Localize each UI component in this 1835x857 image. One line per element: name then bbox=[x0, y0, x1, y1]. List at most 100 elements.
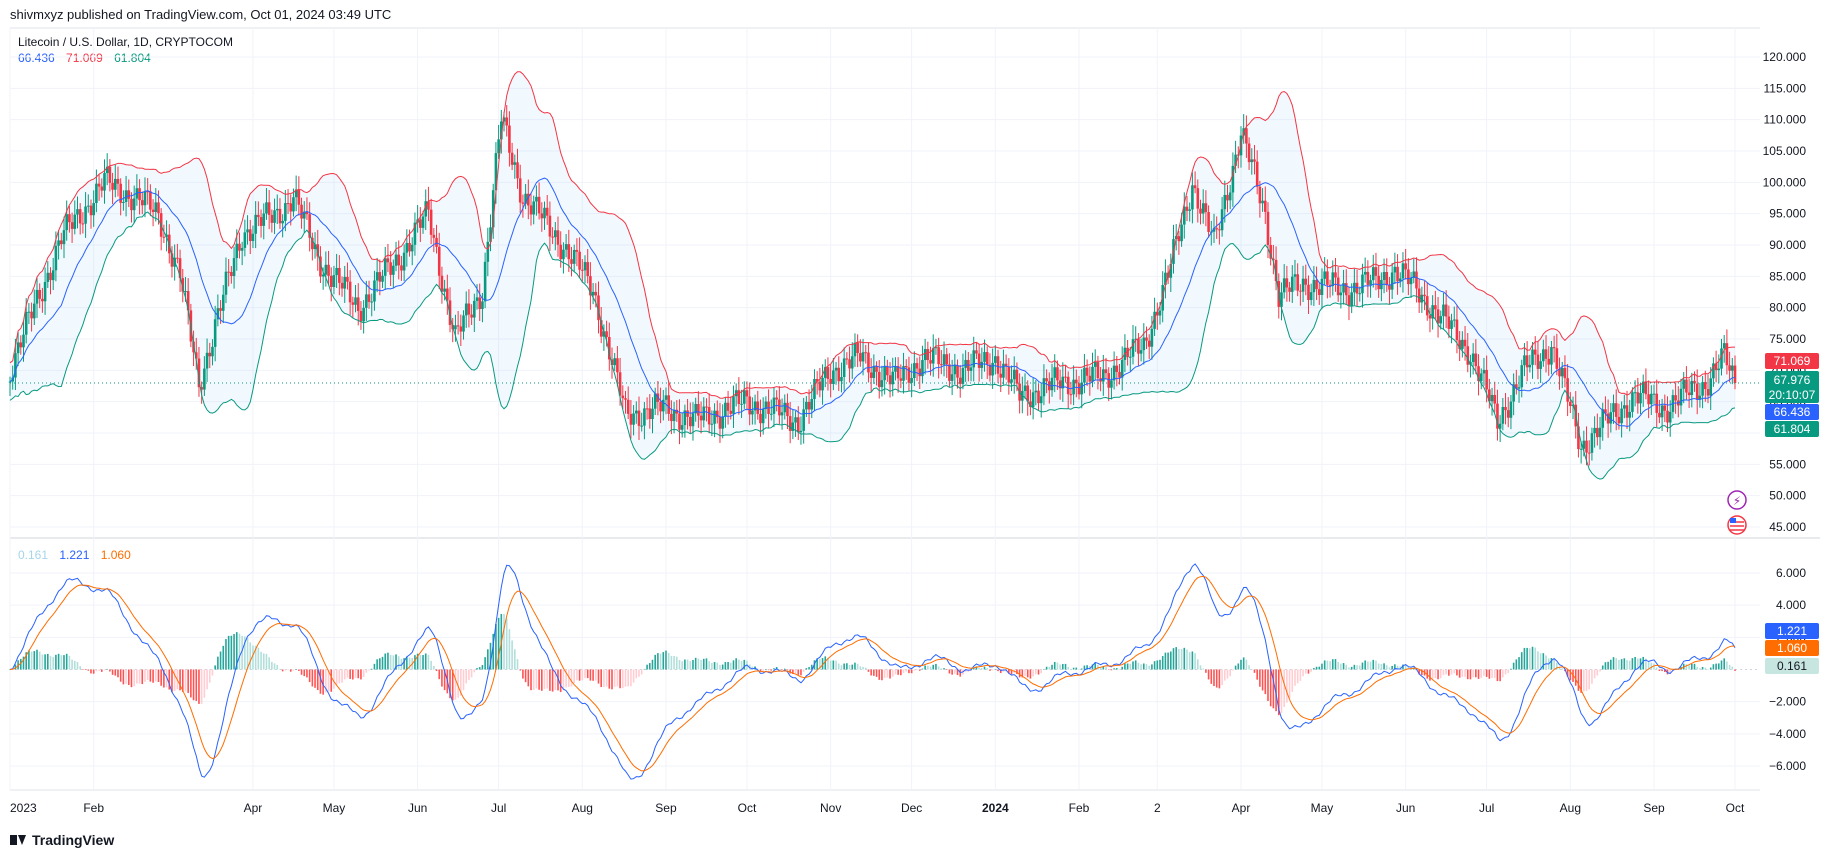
macd-hist-bar bbox=[608, 669, 611, 689]
candle-body bbox=[715, 410, 719, 418]
candle-body bbox=[116, 178, 120, 184]
candle-body bbox=[1042, 378, 1046, 397]
time-tick-label: 2023 bbox=[10, 801, 37, 815]
macd-hist-bar bbox=[913, 669, 916, 671]
candle-body bbox=[378, 272, 382, 282]
macd-hist-bar bbox=[1140, 664, 1142, 670]
candle-body bbox=[1390, 272, 1394, 290]
candle-body bbox=[267, 202, 271, 215]
candle-body bbox=[570, 259, 573, 264]
price-axis[interactable]: 120.000 115.000 110.000 105.000 100.000 95.00… bbox=[1763, 50, 1807, 534]
symbol-title[interactable]: Litecoin / U.S. Dollar, 1D, CRYPTOCOM bbox=[18, 35, 233, 49]
macd-hist-bar bbox=[827, 657, 829, 670]
macd-hist-bar bbox=[1329, 661, 1331, 670]
candle-body bbox=[780, 412, 784, 416]
candle-body bbox=[1636, 392, 1640, 404]
candle-body bbox=[92, 203, 95, 216]
candle-body bbox=[262, 213, 266, 226]
macd-hist-bar bbox=[581, 669, 584, 681]
candle-body bbox=[680, 425, 684, 430]
candle-body bbox=[316, 244, 320, 257]
macd-hist-bar bbox=[1232, 669, 1234, 671]
macd-hist-bar bbox=[163, 669, 165, 688]
macd-hist-bar bbox=[322, 669, 324, 695]
macd-hist-bar bbox=[549, 669, 551, 691]
macd-hist-bar bbox=[1731, 666, 1734, 670]
macd-hist-bar bbox=[65, 653, 68, 670]
macd-hist-bar bbox=[419, 655, 422, 670]
macd-hist-bar bbox=[511, 640, 513, 670]
candle-body bbox=[1493, 394, 1497, 404]
macd-hist-bar bbox=[1151, 664, 1153, 670]
macd-hist-bar bbox=[592, 669, 594, 681]
macd-hist-bar bbox=[657, 653, 659, 670]
macd-hist-bar bbox=[1596, 669, 1599, 676]
candle-body bbox=[1474, 353, 1478, 367]
candle-body bbox=[761, 409, 765, 424]
candle-body bbox=[1147, 340, 1151, 347]
macd-hist-bar bbox=[1099, 666, 1102, 670]
macd-hist-bar bbox=[154, 669, 157, 682]
tradingview-logo[interactable]: TradingView bbox=[10, 832, 114, 848]
candle-body bbox=[446, 288, 449, 301]
candle-body bbox=[1425, 296, 1429, 316]
candle-body bbox=[602, 331, 606, 337]
macd-hist-bar bbox=[52, 657, 54, 670]
macd-hist-bar bbox=[1294, 669, 1296, 686]
candle-body bbox=[1285, 278, 1289, 288]
macd-hist-bar bbox=[1545, 655, 1547, 670]
candle-body bbox=[856, 342, 859, 354]
macd-hist-bar bbox=[848, 665, 851, 670]
time-tick-label: Feb bbox=[83, 801, 104, 815]
us-flag-icon[interactable] bbox=[1727, 515, 1747, 535]
time-axis[interactable]: 2023 Feb Apr May Jun Jul Aug Sep Oct Nov Dec 2024 Fe… bbox=[10, 801, 1745, 815]
macd-hist-bar bbox=[295, 669, 297, 670]
candle-body bbox=[726, 402, 730, 411]
macd-hist-bar bbox=[516, 659, 519, 670]
badge-upper: 71.069 bbox=[1774, 354, 1811, 368]
time-tick-label: Jul bbox=[1479, 801, 1494, 815]
macd-hist-bar bbox=[246, 637, 249, 670]
candle-body bbox=[1180, 224, 1183, 242]
macd-hist-bar bbox=[1296, 669, 1299, 684]
lightning-icon[interactable]: ⚡ bbox=[1727, 490, 1747, 510]
candle-body bbox=[1156, 311, 1159, 316]
macd-hist-bar bbox=[249, 642, 252, 670]
price-tick-label: 100.000 bbox=[1763, 175, 1807, 189]
candle-body bbox=[19, 342, 23, 348]
macd-hist-bar bbox=[1407, 667, 1410, 670]
candle-body bbox=[880, 380, 884, 388]
macd-hist-bar bbox=[1029, 669, 1032, 679]
candle-body bbox=[105, 166, 109, 174]
candle-body bbox=[1609, 412, 1613, 424]
candle-body bbox=[89, 205, 93, 216]
candle-body bbox=[551, 236, 554, 238]
macd-hist-bar bbox=[1699, 668, 1701, 670]
candle-body bbox=[248, 229, 252, 242]
candle-body bbox=[637, 410, 641, 426]
macd-hist-bar bbox=[141, 669, 144, 685]
candle-body bbox=[1118, 371, 1121, 378]
macd-hist-bar bbox=[508, 629, 511, 670]
macd-hist-bar bbox=[238, 633, 241, 670]
candle-body bbox=[994, 356, 997, 363]
macd-hist-bar bbox=[1105, 666, 1107, 670]
candle-body bbox=[572, 249, 576, 264]
candle-body bbox=[1463, 339, 1467, 347]
candle-body bbox=[748, 396, 751, 415]
macd-hist-bar bbox=[1062, 663, 1064, 670]
candle-body bbox=[648, 408, 652, 420]
macd-hist-bar bbox=[684, 659, 686, 670]
macd-hist-bar bbox=[1669, 669, 1672, 674]
macd-hist-bar bbox=[662, 652, 665, 670]
candle-body bbox=[1590, 433, 1594, 453]
candle-body bbox=[100, 186, 104, 191]
candle-body bbox=[1490, 394, 1494, 402]
macd-hist-bar bbox=[956, 669, 959, 676]
macd-hist-bar bbox=[570, 669, 573, 687]
macd-hist-bar bbox=[1129, 663, 1132, 670]
macd-hist-bar bbox=[1515, 659, 1518, 670]
price-tick-label: 45.000 bbox=[1769, 520, 1806, 534]
candle-body bbox=[1269, 244, 1272, 259]
